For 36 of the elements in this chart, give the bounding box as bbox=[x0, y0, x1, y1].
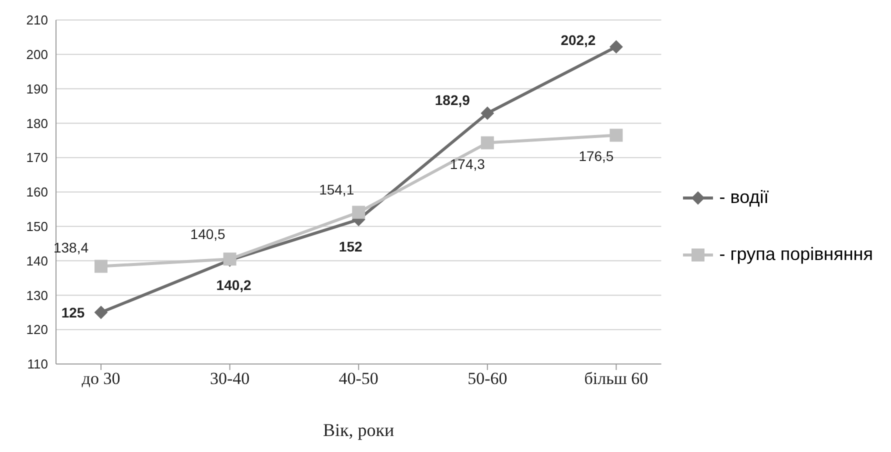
point bbox=[610, 40, 623, 54]
data-label: 174,3 bbox=[450, 156, 486, 172]
data-label: 140,2 bbox=[216, 277, 252, 294]
data-label: 140,5 bbox=[190, 226, 226, 242]
y-tick-label: 120 bbox=[26, 322, 48, 338]
data-label: 202,2 bbox=[560, 32, 596, 48]
x-axis-title: Вік, роки bbox=[323, 420, 395, 440]
y-tick-label: 170 bbox=[26, 150, 48, 166]
point bbox=[94, 306, 108, 319]
x-tick-label: до 30 bbox=[82, 369, 120, 388]
data-label: 138,4 bbox=[53, 239, 89, 256]
y-tick-label: 200 bbox=[26, 47, 48, 62]
y-tick-label: 140 bbox=[26, 253, 48, 268]
x-tick-label: більш 60 bbox=[584, 369, 648, 388]
y-tick-label: 160 bbox=[26, 184, 48, 200]
legend-label: - група порівняння bbox=[719, 244, 873, 265]
data-label: 182,9 bbox=[434, 92, 470, 108]
data-label: 176,5 bbox=[578, 148, 614, 164]
data-label: 125 bbox=[61, 304, 85, 320]
point bbox=[480, 106, 494, 120]
x-tick-label: 40-50 bbox=[338, 369, 378, 388]
y-tick-label: 130 bbox=[26, 288, 48, 303]
data-label: 154,1 bbox=[319, 181, 354, 198]
y-tick-label: 210 bbox=[26, 12, 48, 28]
x-tick-label: 50-60 bbox=[468, 369, 508, 388]
y-tick-label: 180 bbox=[26, 116, 48, 131]
y-tick-label: 150 bbox=[26, 219, 48, 234]
point bbox=[480, 136, 494, 150]
data-label: 152 bbox=[338, 238, 362, 255]
legend-label: - водії bbox=[719, 187, 769, 208]
point bbox=[94, 260, 108, 273]
y-tick-label: 190 bbox=[26, 81, 48, 96]
y-tick-label: 110 bbox=[27, 356, 48, 372]
point bbox=[352, 206, 366, 219]
point bbox=[610, 128, 623, 142]
x-tick-label: 30-40 bbox=[210, 369, 250, 388]
